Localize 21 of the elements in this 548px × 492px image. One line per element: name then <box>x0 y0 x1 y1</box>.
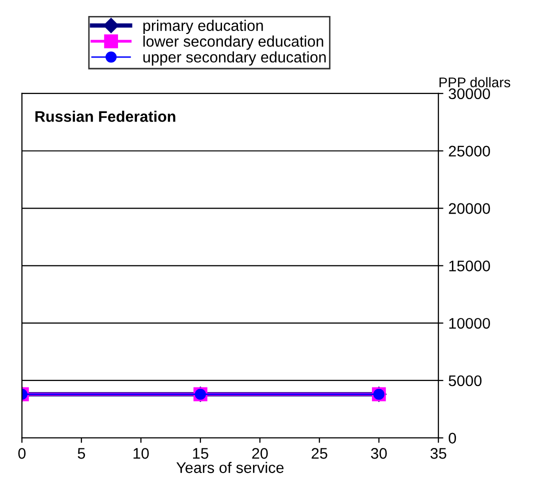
text: Russian Federation <box>35 110 176 122</box>
x-tick-label: 15 <box>193 448 208 459</box>
x-axis-title: Years of service <box>176 462 284 474</box>
y-tick-label: 15000 <box>449 260 490 272</box>
x-tick-label: 30 <box>370 448 387 459</box>
x-tick-label: 0 <box>18 448 26 459</box>
legend-label: lower secondary education <box>143 36 324 50</box>
x-tick-label: 5 <box>78 448 86 459</box>
y-tick-label: 20000 <box>448 203 490 214</box>
x-tick-label: 10 <box>134 448 149 459</box>
y-axis-title: PPP dollars <box>440 77 510 88</box>
legend-label: upper secondary education <box>143 51 326 66</box>
y-tick-label: 30000 <box>448 88 490 100</box>
x-tick-label: 25 <box>312 448 328 459</box>
y-tick-label: 10000 <box>449 318 490 329</box>
y-tick-label: 0 <box>448 432 456 444</box>
x-tick-label: 20 <box>252 448 268 459</box>
x-tick-label: 35 <box>430 448 446 459</box>
y-tick-label: 5000 <box>448 375 482 386</box>
y-tick-label: 25000 <box>448 146 490 157</box>
legend-label: primary education <box>143 20 263 34</box>
